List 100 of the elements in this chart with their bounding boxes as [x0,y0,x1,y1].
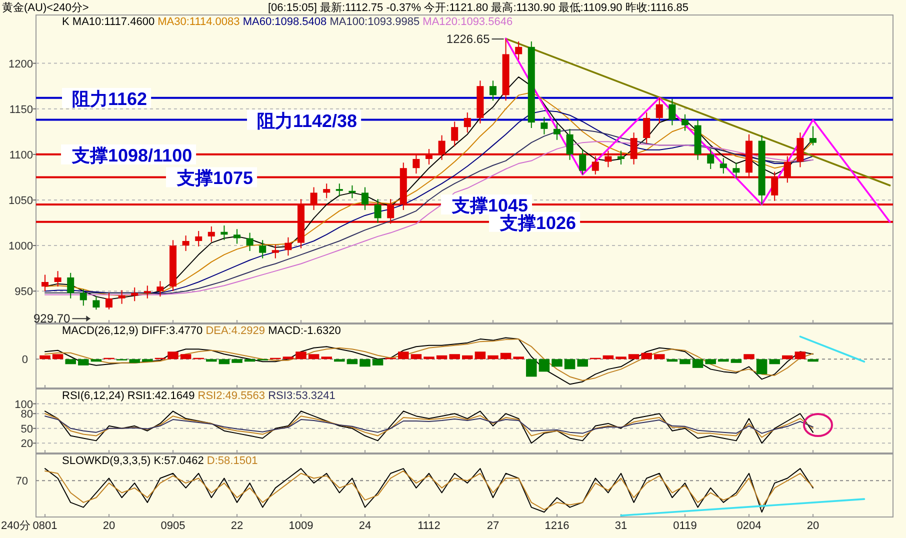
y-tick-label: 1200 [8,58,33,70]
candlestick [656,97,663,124]
text: 70 [16,476,28,488]
bar [474,352,486,360]
bar [308,354,320,360]
bar [718,359,729,362]
y-tick-label: 20 [20,438,33,450]
ref-line-label: 阻力1162 [72,88,148,109]
series-label: DEA:4.2929 [206,325,268,337]
candlestick [490,80,496,102]
y-tick-label: 950 [14,286,33,298]
candlestick [220,224,228,241]
ref-line-label: 支撑1098/1100 [71,145,192,166]
candlestick [554,122,560,140]
x-tick-label: 0905 [160,520,186,532]
candlestick [208,226,215,242]
bar [78,359,89,366]
candlestick [54,270,62,288]
bar [680,359,690,364]
x-tick-label: 1216 [544,520,570,532]
y-tick-label: 50 [20,423,33,436]
series-label: K:57.0462 [154,455,207,467]
bar [398,352,409,360]
text: MA30:1114.0083 [158,16,243,28]
candlestick [643,112,650,144]
ref-line-label: 0 [22,354,28,366]
x-tick-label: 20 [102,520,116,532]
bar [488,355,498,360]
candlestick [323,183,330,199]
bar [40,355,50,360]
x-axis-title: 240分 [1,520,30,532]
candlestick [668,98,676,126]
chart-title: SLOWKD(9,3,3,5) [62,455,154,467]
candlestick [336,183,343,197]
annotation: 929.70 [33,312,71,326]
candlestick [67,272,74,299]
x-tick-label: 0801 [32,520,58,532]
candlestick [707,148,714,170]
x-tick-label: 31 [614,520,628,532]
bar [360,359,370,367]
candlestick [515,40,522,60]
bar [142,359,153,362]
annotation: MACD:-1.6320 [268,325,341,337]
series-label: RSI3:53.3241 [268,390,336,402]
candlestick [566,128,574,160]
candlestick [92,296,100,310]
x-tick-label: 27 [486,520,500,532]
bar [218,359,230,364]
bar [282,356,294,360]
bar [552,359,562,367]
bar [346,359,358,364]
candlestick [579,148,586,175]
x-tick-label: 22 [230,520,244,532]
bar [564,359,576,370]
text: MA120:1093.5646 [422,16,513,28]
bar [602,355,614,360]
chart-title: MACD(26,12,9) [62,325,142,337]
candlestick [144,285,151,299]
y-tick-label: 1050 [8,194,33,207]
candlestick [106,292,112,310]
x-tick-label: 24 [358,520,372,532]
text: MA100:1093.9985 [330,16,423,28]
bar [641,352,652,360]
bar [730,359,742,363]
candlestick [374,198,382,224]
candlestick [246,232,254,252]
bar [436,355,448,360]
bar [500,352,512,360]
bar [705,359,716,364]
series-label: RSI1:42.1649 [127,390,198,402]
x-tick-label: 0119 [673,520,697,532]
candlestick [118,290,126,304]
x-tick-label: 0204 [736,520,762,532]
ref-line-label: 支撑1075 [176,168,254,188]
bar [90,359,102,362]
candlestick [182,235,190,252]
bar [794,352,806,360]
y-tick-label: 100 [14,398,33,411]
bar [334,359,345,362]
candlestick [42,274,48,292]
candlestick [451,121,458,147]
bar [129,359,140,363]
bar [206,359,217,362]
bar [616,356,626,360]
candlestick [618,150,624,165]
candlestick [284,236,292,256]
bar [449,354,460,360]
bar [321,356,332,360]
candlestick [259,240,266,259]
candlestick [234,228,240,244]
chart-title: 黄金(AU)<240分> [2,1,89,14]
bar [666,359,678,362]
y-tick-label: 1000 [8,240,33,253]
bar [692,359,704,368]
y-tick-label: 1100 [9,149,33,162]
candlestick [540,116,548,135]
series-label: D:58.1501 [206,455,258,467]
bar [180,354,192,360]
y-tick-label: 1150 [9,104,33,116]
bar [526,359,537,377]
